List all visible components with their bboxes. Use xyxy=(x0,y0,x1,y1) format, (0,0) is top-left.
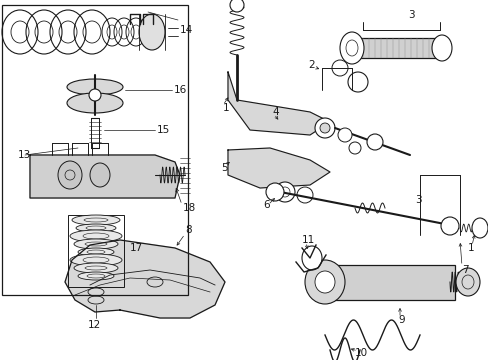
Ellipse shape xyxy=(58,161,82,189)
Ellipse shape xyxy=(366,134,382,150)
Ellipse shape xyxy=(455,268,479,296)
Ellipse shape xyxy=(296,187,312,203)
Polygon shape xyxy=(30,155,180,198)
Polygon shape xyxy=(227,148,329,188)
Text: 13: 13 xyxy=(18,150,31,160)
Ellipse shape xyxy=(440,217,458,235)
Text: 12: 12 xyxy=(88,320,101,330)
Text: 17: 17 xyxy=(130,243,143,253)
Ellipse shape xyxy=(314,118,334,138)
Text: 4: 4 xyxy=(271,107,278,117)
Ellipse shape xyxy=(139,14,164,50)
Bar xyxy=(2,5,187,295)
Ellipse shape xyxy=(78,272,114,280)
Text: 6: 6 xyxy=(263,200,269,210)
Ellipse shape xyxy=(72,215,120,225)
Text: 1: 1 xyxy=(467,243,474,253)
Ellipse shape xyxy=(265,183,284,201)
Ellipse shape xyxy=(337,128,351,142)
Ellipse shape xyxy=(339,32,363,64)
Ellipse shape xyxy=(67,79,123,95)
Text: 9: 9 xyxy=(397,315,404,325)
Ellipse shape xyxy=(70,254,122,266)
Text: 1: 1 xyxy=(223,103,229,113)
Polygon shape xyxy=(65,240,224,318)
Ellipse shape xyxy=(67,93,123,113)
Ellipse shape xyxy=(78,248,114,256)
Text: 7: 7 xyxy=(461,265,468,275)
Ellipse shape xyxy=(471,218,487,238)
Text: 3: 3 xyxy=(414,195,421,205)
Text: 10: 10 xyxy=(354,348,367,358)
Text: 2: 2 xyxy=(307,60,314,70)
Ellipse shape xyxy=(347,72,367,92)
Ellipse shape xyxy=(314,271,334,293)
Ellipse shape xyxy=(74,239,118,249)
Ellipse shape xyxy=(305,260,345,304)
Ellipse shape xyxy=(431,35,451,61)
Text: 18: 18 xyxy=(183,203,196,213)
Bar xyxy=(357,38,435,58)
Polygon shape xyxy=(227,72,329,135)
Text: 14: 14 xyxy=(180,25,193,35)
Text: 5: 5 xyxy=(221,163,227,173)
Ellipse shape xyxy=(348,142,360,154)
Ellipse shape xyxy=(274,182,294,202)
Ellipse shape xyxy=(229,0,244,12)
Text: 16: 16 xyxy=(174,85,187,95)
Bar xyxy=(68,215,124,287)
Text: 11: 11 xyxy=(302,235,315,245)
Text: 15: 15 xyxy=(157,125,170,135)
Ellipse shape xyxy=(76,224,116,232)
Ellipse shape xyxy=(331,60,347,76)
Ellipse shape xyxy=(74,263,118,273)
Ellipse shape xyxy=(319,123,329,133)
Bar xyxy=(325,265,454,300)
Ellipse shape xyxy=(89,89,101,101)
Text: 8: 8 xyxy=(184,225,191,235)
Ellipse shape xyxy=(302,246,321,270)
Ellipse shape xyxy=(90,163,110,187)
Ellipse shape xyxy=(70,230,122,242)
Text: 3: 3 xyxy=(407,10,414,20)
